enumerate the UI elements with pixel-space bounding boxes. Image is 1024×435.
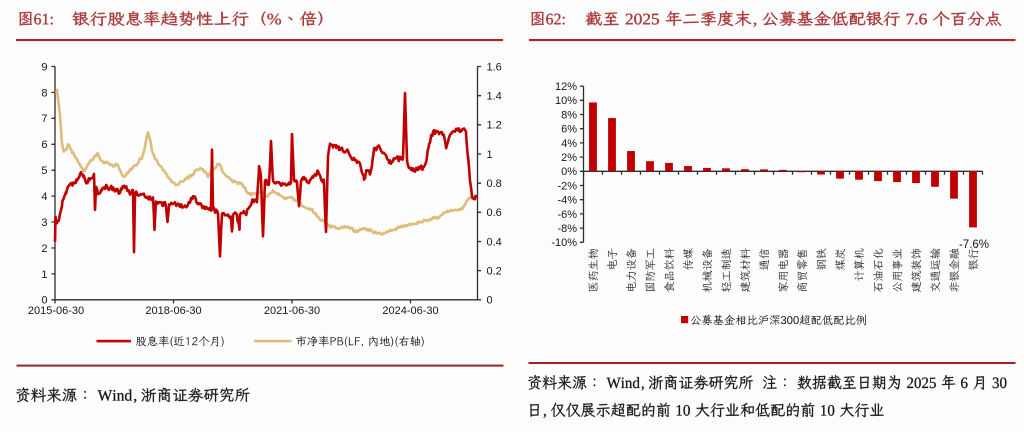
svg-text:1: 1 [41, 269, 47, 281]
svg-text:2: 2 [41, 243, 47, 255]
svg-text:2015-06-30: 2015-06-30 [28, 305, 84, 317]
svg-text:4%: 4% [561, 138, 577, 150]
svg-text:6%: 6% [561, 124, 577, 136]
svg-text:2%: 2% [561, 152, 577, 164]
svg-text:2024-06-30: 2024-06-30 [382, 305, 438, 317]
svg-text:5: 5 [41, 165, 47, 177]
svg-text:9: 9 [41, 61, 47, 73]
svg-text:7: 7 [41, 113, 47, 125]
svg-text:1: 1 [487, 149, 493, 161]
svg-text:-10%: -10% [551, 237, 577, 249]
svg-text:1.6: 1.6 [487, 61, 502, 73]
svg-text:-4%: -4% [557, 195, 577, 207]
svg-text:3: 3 [41, 217, 47, 229]
svg-text:0: 0 [487, 295, 493, 307]
svg-text:2021-06-30: 2021-06-30 [264, 305, 320, 317]
svg-text:0.6: 0.6 [487, 207, 502, 219]
svg-text:6: 6 [41, 139, 47, 151]
svg-text:1.4: 1.4 [487, 91, 502, 103]
svg-text:10%: 10% [555, 95, 577, 107]
svg-text:0.2: 0.2 [487, 266, 502, 278]
svg-text:1.2: 1.2 [487, 120, 502, 132]
svg-text:0: 0 [41, 295, 47, 307]
svg-text:-2%: -2% [557, 180, 577, 192]
svg-text:4: 4 [41, 191, 47, 203]
svg-text:-7.6%: -7.6% [959, 239, 989, 251]
svg-text:0.4: 0.4 [487, 236, 502, 248]
svg-text:8: 8 [41, 87, 47, 99]
svg-text:-8%: -8% [557, 223, 577, 235]
svg-text:0.8: 0.8 [487, 178, 502, 190]
svg-text:-6%: -6% [557, 209, 577, 221]
svg-text:0%: 0% [561, 166, 577, 178]
svg-text:12%: 12% [555, 81, 577, 93]
svg-text:8%: 8% [561, 109, 577, 121]
svg-text:2018-06-30: 2018-06-30 [145, 305, 201, 317]
